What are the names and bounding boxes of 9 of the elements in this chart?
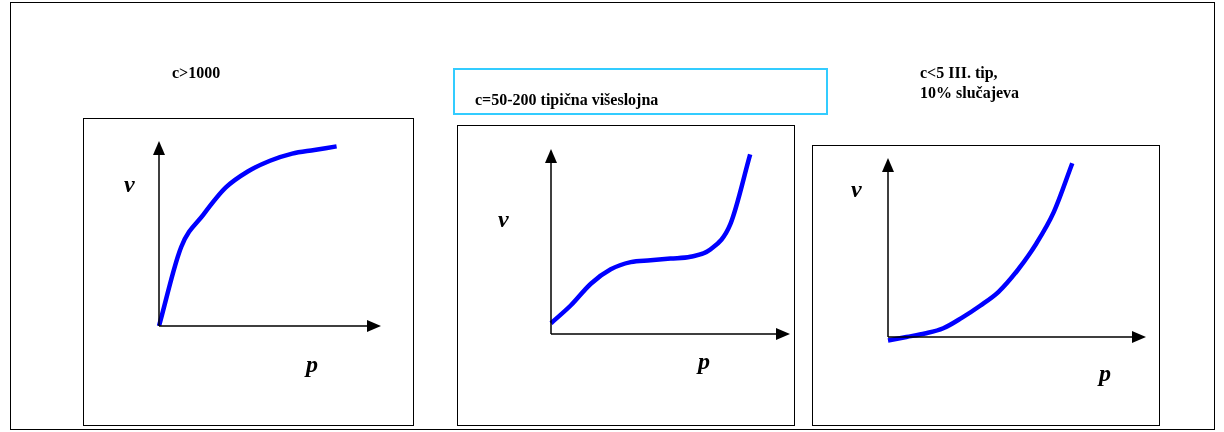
- chart-title: c>1000: [172, 63, 222, 83]
- x-axis-title: p: [1099, 360, 1111, 387]
- chart-title: c<5 III. tip, 10% slučajeva: [920, 63, 1021, 103]
- chart-title: c=50-200 tipična višeslojna: [453, 68, 828, 115]
- y-axis-title: v: [498, 206, 509, 233]
- x-axis-title: p: [306, 351, 318, 378]
- y-axis-title: v: [851, 176, 862, 203]
- x-axis-title: p: [698, 348, 710, 375]
- y-axis-title: v: [124, 171, 135, 198]
